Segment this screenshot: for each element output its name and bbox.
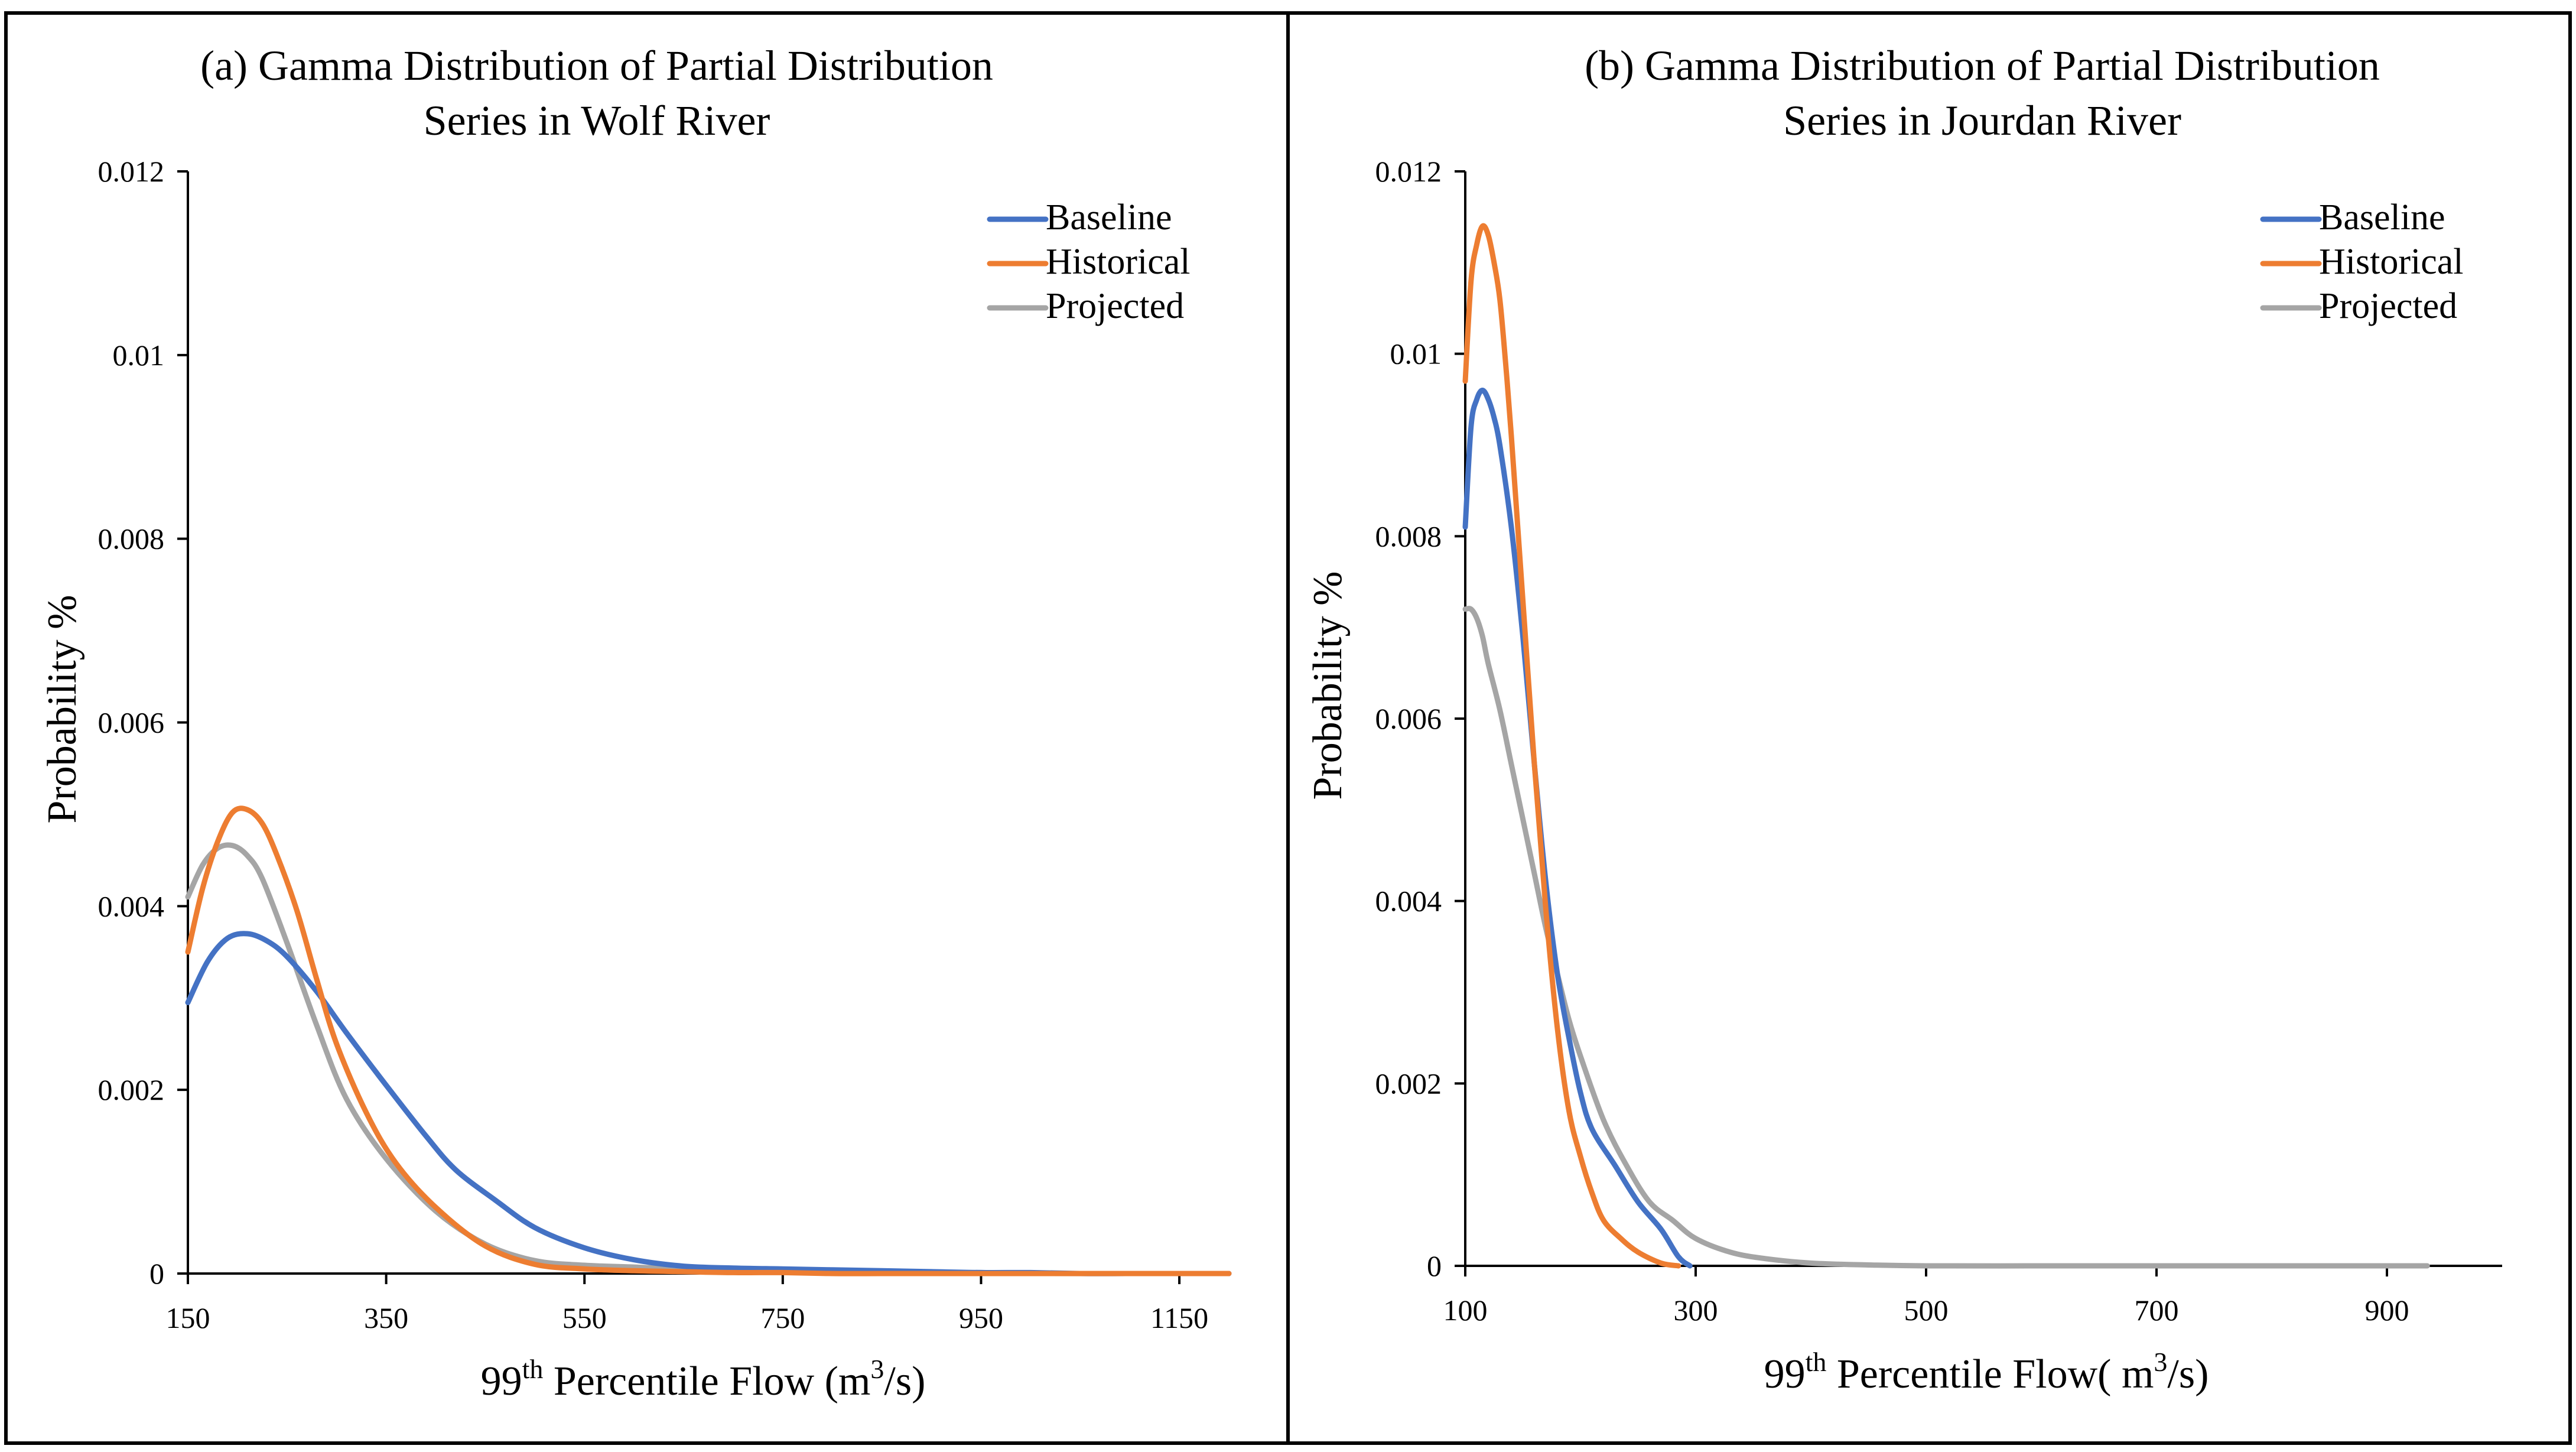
panel-a-x-ticks: 150 350 550 750 950 1150 bbox=[166, 1274, 1208, 1334]
panel-a-legend-label-baseline: Baseline bbox=[1046, 197, 1172, 238]
panel-b-y-tick-label: 0.012 bbox=[1375, 155, 1442, 188]
panel-b-y-tick-label: 0.01 bbox=[1390, 337, 1442, 371]
panel-a-y-tick-label: 0.01 bbox=[113, 339, 165, 372]
panel-a-title-line2: Series in Wolf River bbox=[424, 97, 770, 144]
panel-b-x-tick-label: 700 bbox=[2135, 1294, 2179, 1327]
panel-a-x-axis-label: 99th Percentile Flow (m3/s) bbox=[481, 1354, 926, 1404]
panel-a-x-tick-label: 950 bbox=[959, 1301, 1003, 1334]
panel-b-x-tick-label: 100 bbox=[1443, 1294, 1488, 1327]
panel-a-x-label-end: /s) bbox=[884, 1359, 925, 1404]
panel-a-series bbox=[185, 805, 1232, 1276]
panel-b-series-historical bbox=[1462, 223, 1681, 1269]
panel-b-x-label-rest: Percentile Flow( m bbox=[1826, 1352, 2154, 1397]
panel-b-x-tick-label: 900 bbox=[2365, 1294, 2409, 1327]
panel-a-x-label-main: 99 bbox=[481, 1359, 522, 1404]
panel-b-title-line1: (b) Gamma Distribution of Partial Distri… bbox=[1585, 42, 2380, 89]
panel-b-series-projected bbox=[1462, 606, 2430, 1269]
panel-a-y-tick-label: 0.006 bbox=[98, 706, 165, 739]
panel-a-x-tick-label: 1150 bbox=[1150, 1301, 1208, 1334]
panel-a-y-tick-label: 0.004 bbox=[98, 889, 165, 922]
panel-a-x-tick-label: 150 bbox=[166, 1301, 210, 1334]
panel-b-y-tick-label: 0.006 bbox=[1375, 702, 1442, 735]
panel-b-x-label-main: 99 bbox=[1764, 1352, 1806, 1397]
panel-a-y-tick-label: 0.002 bbox=[98, 1073, 165, 1106]
panel-a-x-label-sup: th bbox=[522, 1354, 544, 1384]
panel-b-legend-label-projected: Projected bbox=[2319, 286, 2457, 326]
panel-a-series-historical bbox=[185, 805, 1232, 1276]
panel-b-y-ticks: 0 0.002 0.004 0.006 0.008 0.01 0.012 bbox=[1375, 155, 1465, 1282]
panel-a-x-label-rest: Percentile Flow (m bbox=[543, 1359, 870, 1404]
panel-b-x-label-unit-sup: 3 bbox=[2154, 1347, 2167, 1377]
panel-b-legend-label-baseline: Baseline bbox=[2319, 197, 2445, 238]
panel-a-y-axis-label: Probability % bbox=[40, 595, 85, 824]
panel-a-x-tick-label: 350 bbox=[364, 1301, 408, 1334]
panel-b-x-ticks: 100 300 500 700 900 bbox=[1443, 1266, 2409, 1327]
panel-b-y-tick-label: 0.004 bbox=[1375, 885, 1442, 918]
panel-a-title-line1: (a) Gamma Distribution of Partial Distri… bbox=[200, 42, 993, 89]
panel-b: (b) Gamma Distribution of Partial Distri… bbox=[1286, 11, 2572, 1445]
panel-a-legend-label-historical: Historical bbox=[1046, 242, 1191, 282]
panel-a: (a) Gamma Distribution of Partial Distri… bbox=[4, 11, 1290, 1445]
panel-b-x-tick-label: 500 bbox=[1904, 1294, 1949, 1327]
panel-a-y-ticks: 0 0.002 0.004 0.006 0.008 0.01 0.012 bbox=[98, 155, 188, 1290]
panel-a-y-tick-label: 0.008 bbox=[98, 522, 165, 556]
panel-b-x-axis-label: 99th Percentile Flow( m3/s) bbox=[1764, 1347, 2209, 1397]
panel-b-series bbox=[1462, 223, 2430, 1269]
panel-b-x-tick-label: 300 bbox=[1674, 1294, 1718, 1327]
panel-b-x-label-sup: th bbox=[1806, 1347, 1827, 1377]
panel-a-x-label-unit-sup: 3 bbox=[870, 1354, 884, 1384]
panel-b-y-tick-label: 0.002 bbox=[1375, 1067, 1442, 1100]
panel-b-y-tick-label: 0.008 bbox=[1375, 519, 1442, 553]
panel-b-frame bbox=[1286, 11, 2572, 1445]
panel-a-y-tick-label: 0 bbox=[149, 1257, 164, 1290]
panel-a-x-tick-label: 550 bbox=[562, 1301, 607, 1334]
panel-b-y-tick-label: 0 bbox=[1427, 1249, 1442, 1282]
panel-a-y-tick-label: 0.012 bbox=[98, 155, 165, 188]
panel-a-legend-label-projected: Projected bbox=[1046, 286, 1184, 326]
panel-b-legend-label-historical: Historical bbox=[2319, 242, 2464, 282]
panel-a-x-tick-label: 750 bbox=[760, 1301, 805, 1334]
panel-b-y-axis-label: Probability % bbox=[1305, 571, 1351, 800]
panel-b-title-line2: Series in Jourdan River bbox=[1783, 97, 2181, 144]
panel-b-x-label-end: /s) bbox=[2167, 1352, 2209, 1397]
